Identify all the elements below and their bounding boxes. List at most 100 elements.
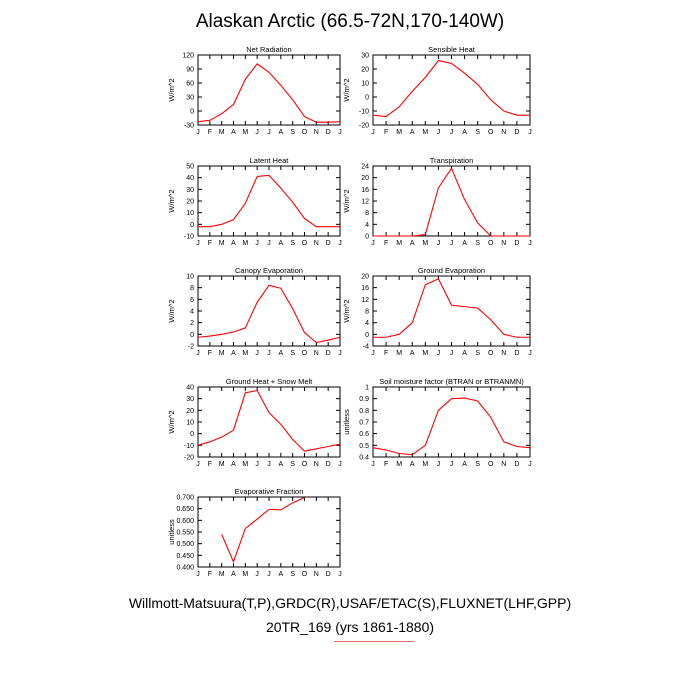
y-axis-label: W/m^2 bbox=[167, 78, 176, 101]
x-tick-label: S bbox=[290, 129, 295, 136]
x-tick-label: J bbox=[267, 129, 271, 136]
x-tick-label: J bbox=[255, 350, 259, 357]
x-tick-label: A bbox=[231, 129, 236, 136]
y-tick-label: 4 bbox=[190, 309, 194, 316]
x-tick-label: S bbox=[475, 129, 480, 136]
x-tick-label: J bbox=[338, 240, 342, 247]
y-tick-label: 20 bbox=[361, 274, 369, 281]
x-tick-label: J bbox=[255, 129, 259, 136]
y-axis-label: W/m^2 bbox=[167, 189, 176, 212]
x-tick-label: F bbox=[208, 240, 212, 247]
x-tick-label: F bbox=[208, 571, 212, 578]
x-tick-label: A bbox=[278, 461, 283, 468]
chart-title: Transpiration bbox=[430, 156, 474, 165]
x-tick-label: M bbox=[422, 240, 428, 247]
x-tick-label: M bbox=[219, 571, 225, 578]
y-tick-label: 2 bbox=[190, 320, 194, 327]
x-tick-label: J bbox=[196, 461, 200, 468]
x-tick-label: D bbox=[514, 461, 519, 468]
chart-panel: Soil moisture factor (BTRAN or BTRANMN) 0… bbox=[342, 377, 532, 468]
x-tick-label: M bbox=[219, 350, 225, 357]
y-tick-label: 4 bbox=[365, 222, 369, 229]
x-tick-label: O bbox=[302, 571, 308, 578]
plot-frame bbox=[372, 386, 531, 458]
x-tick-label: O bbox=[488, 461, 494, 468]
y-tick-label: 0.9 bbox=[359, 396, 369, 403]
x-tick-label: S bbox=[475, 350, 480, 357]
y-tick-label: 0 bbox=[365, 234, 369, 241]
y-tick-label: 20 bbox=[361, 67, 369, 74]
y-tick-label: 8 bbox=[365, 309, 369, 316]
x-tick-label: J bbox=[371, 461, 375, 468]
x-tick-label: A bbox=[231, 350, 236, 357]
y-tick-label: -10 bbox=[184, 443, 194, 450]
y-tick-label: 12 bbox=[361, 297, 369, 304]
x-tick-label: J bbox=[267, 350, 271, 357]
case-underline bbox=[334, 641, 414, 642]
x-tick-label: A bbox=[410, 240, 415, 247]
chart-title: Ground Heat + Snow Melt bbox=[226, 377, 313, 386]
x-tick-label: O bbox=[302, 129, 308, 136]
x-tick-label: J bbox=[528, 129, 532, 136]
x-tick-label: M bbox=[422, 350, 428, 357]
x-tick-label: A bbox=[231, 461, 236, 468]
y-tick-label: -4 bbox=[363, 344, 369, 351]
x-tick-label: F bbox=[384, 129, 388, 136]
y-tick-label: 90 bbox=[186, 67, 194, 74]
chart-panel: Evaporative Fraction 0.400 0.450 0.500 0.550… bbox=[167, 487, 342, 578]
y-tick-label: 24 bbox=[361, 164, 369, 171]
x-tick-label: D bbox=[514, 350, 519, 357]
x-tick-label: J bbox=[371, 240, 375, 247]
x-tick-label: M bbox=[396, 350, 402, 357]
x-tick-label: M bbox=[396, 129, 402, 136]
y-tick-label: 16 bbox=[361, 285, 369, 292]
x-tick-label: J bbox=[255, 240, 259, 247]
x-tick-label: S bbox=[290, 240, 295, 247]
x-tick-label: J bbox=[196, 350, 200, 357]
y-tick-label: 30 bbox=[186, 95, 194, 102]
y-tick-label: 0 bbox=[365, 332, 369, 339]
x-tick-label: M bbox=[396, 240, 402, 247]
series-line bbox=[373, 278, 530, 338]
x-tick-label: N bbox=[314, 129, 319, 136]
x-tick-label: J bbox=[267, 571, 271, 578]
x-tick-label: A bbox=[278, 350, 283, 357]
x-tick-label: M bbox=[242, 461, 248, 468]
x-tick-label: J bbox=[371, 350, 375, 357]
y-tick-label: -2 bbox=[188, 344, 194, 351]
series-line bbox=[372, 60, 530, 118]
x-tick-label: F bbox=[384, 461, 388, 468]
x-tick-label: J bbox=[450, 461, 454, 468]
x-tick-label: F bbox=[208, 129, 212, 136]
x-tick-label: J bbox=[338, 461, 342, 468]
plot-frame bbox=[372, 275, 531, 347]
x-tick-label: D bbox=[326, 129, 331, 136]
x-tick-label: J bbox=[437, 129, 441, 136]
x-tick-label: J bbox=[528, 240, 532, 247]
x-tick-label: A bbox=[278, 240, 283, 247]
x-tick-label: J bbox=[255, 461, 259, 468]
y-tick-label: 10 bbox=[186, 274, 194, 281]
plot-frame bbox=[372, 54, 531, 126]
x-tick-label: J bbox=[437, 461, 441, 468]
y-tick-label: 0 bbox=[190, 109, 194, 116]
x-tick-label: J bbox=[255, 571, 259, 578]
x-tick-label: A bbox=[410, 129, 415, 136]
x-tick-label: J bbox=[371, 129, 375, 136]
y-tick-label: 0.550 bbox=[176, 530, 194, 537]
y-tick-label: 0 bbox=[190, 431, 194, 438]
y-tick-label: -30 bbox=[184, 123, 194, 130]
y-tick-label: 0 bbox=[365, 95, 369, 102]
x-tick-label: D bbox=[326, 240, 331, 247]
x-tick-label: M bbox=[422, 129, 428, 136]
y-axis-label: W/m^2 bbox=[342, 78, 351, 101]
plot-frame bbox=[197, 165, 341, 237]
chart-title: Latent Heat bbox=[250, 156, 290, 165]
y-tick-label: 0.600 bbox=[176, 518, 194, 525]
x-tick-label: J bbox=[267, 240, 271, 247]
y-tick-label: 1 bbox=[365, 385, 369, 392]
chart-title: Canopy Evaporation bbox=[235, 266, 303, 275]
x-tick-label: N bbox=[314, 350, 319, 357]
